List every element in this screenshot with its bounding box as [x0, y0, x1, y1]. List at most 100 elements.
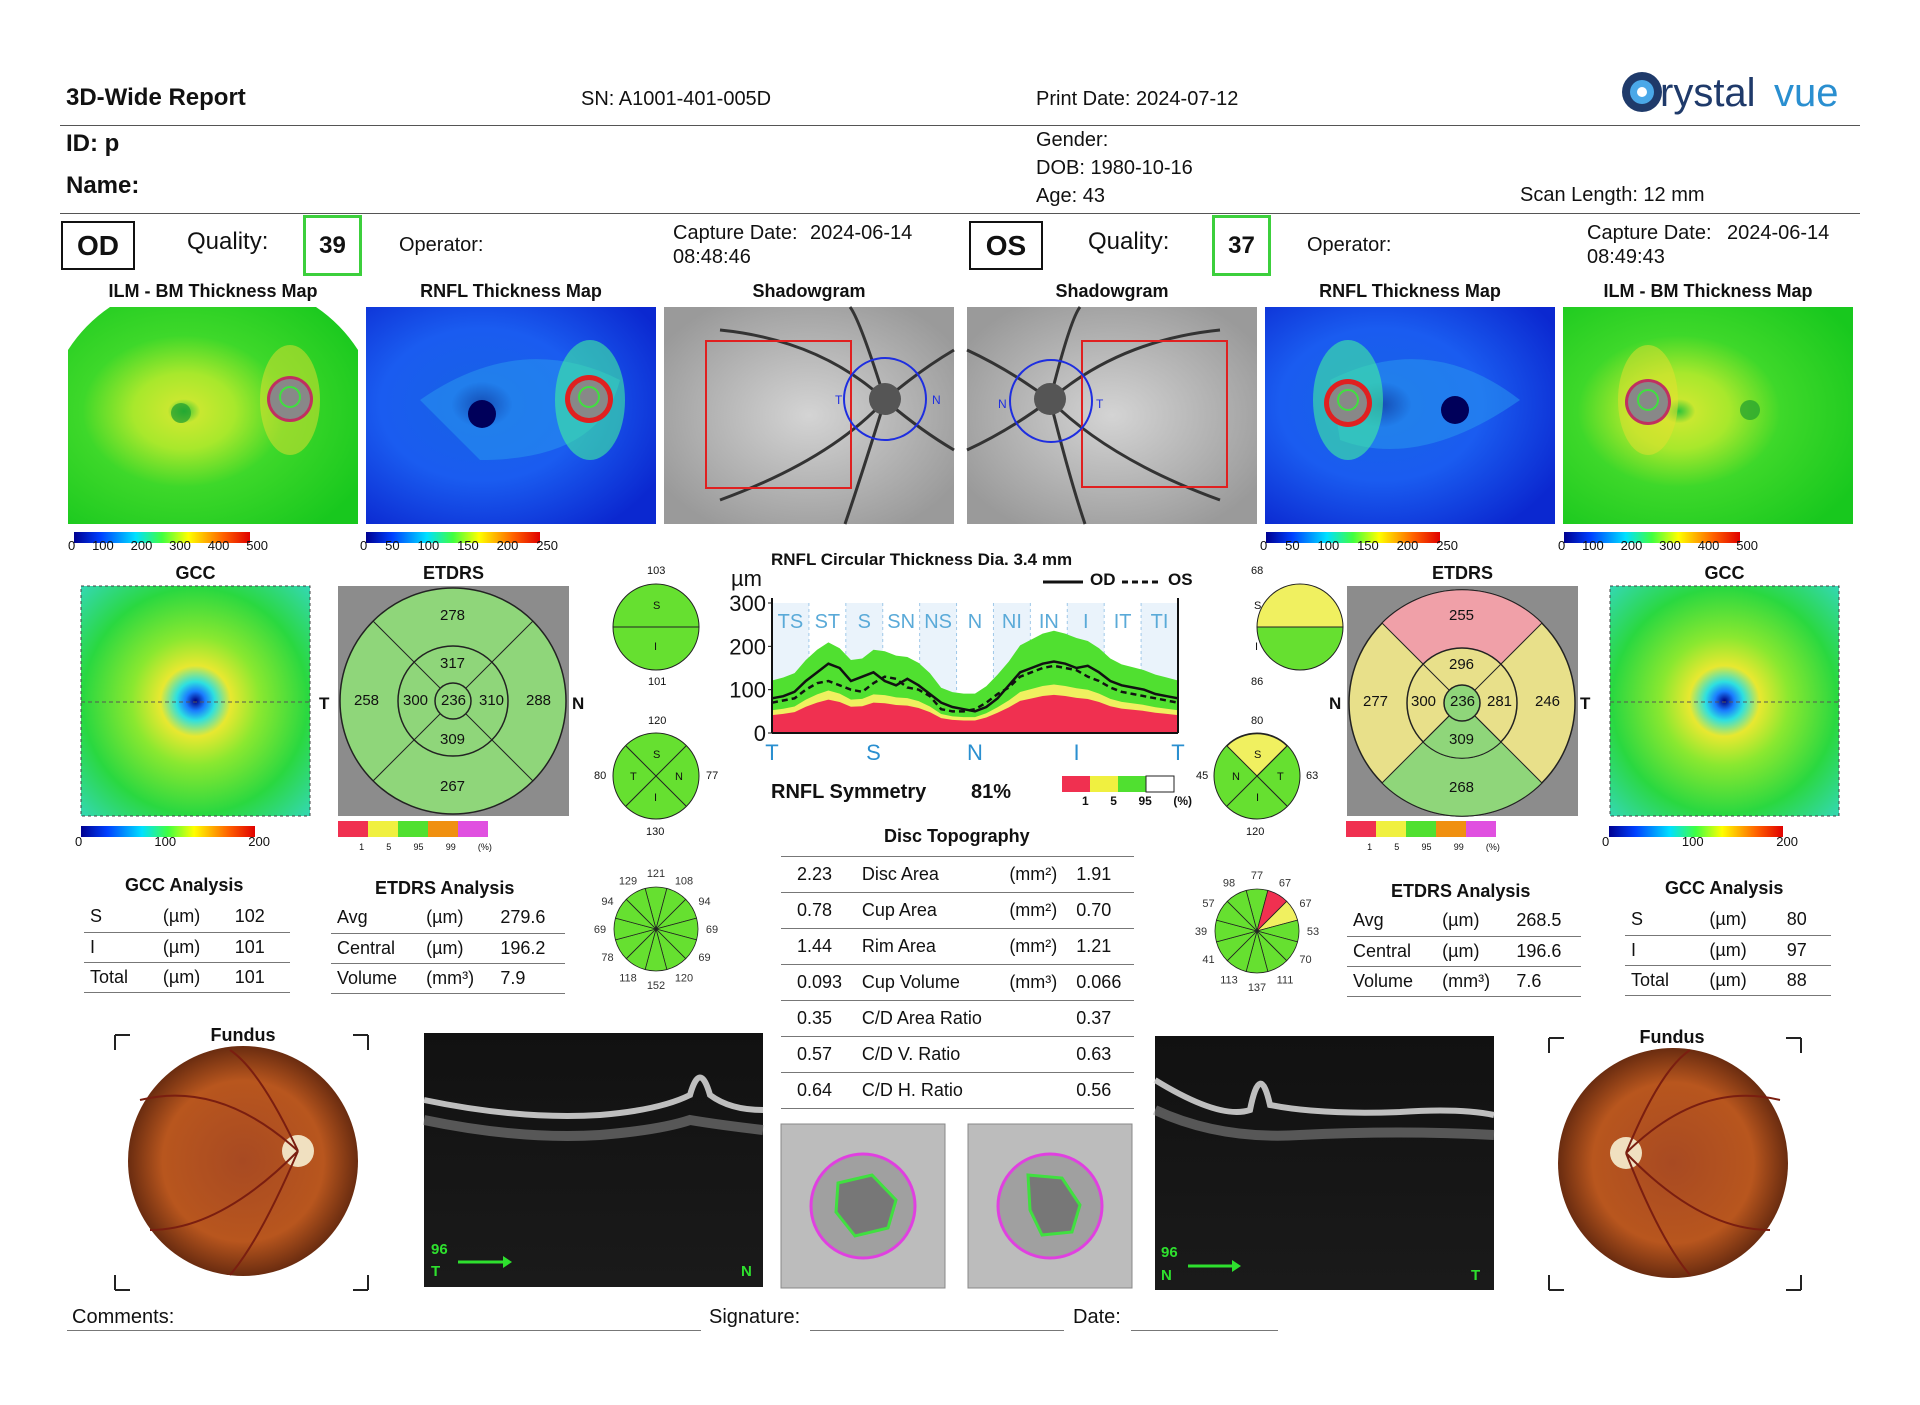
od-quality-label: Quality:: [187, 228, 269, 255]
sector-label: SN: [887, 611, 915, 633]
quad-i: I: [1256, 792, 1260, 804]
half-bottom: 86: [1251, 676, 1264, 688]
sector-label: TI: [1151, 611, 1169, 633]
od-clock-chart: 121 108 94 69 69 120 152 118 78 69 94 129: [594, 868, 718, 992]
os-shadow-n: N: [998, 397, 1007, 411]
os-etdrs-title: ETDRS: [1431, 563, 1493, 583]
clock-sector: [1226, 889, 1258, 933]
scale-tick: 0: [1260, 538, 1268, 553]
table-cell: (µm): [1703, 905, 1781, 936]
rnfl-pct-scale: [1062, 775, 1175, 793]
table-cell: 196.6: [1510, 936, 1581, 967]
table-cell: 0.70: [1070, 892, 1134, 929]
table-cell: (µm): [1436, 936, 1511, 967]
od-shadow-n: N: [932, 393, 941, 407]
od-gcc-title: GCC: [175, 563, 216, 583]
date-label: Date:: [1073, 1306, 1121, 1328]
table-cell: (mm²): [1003, 928, 1071, 965]
od-etdrs-analysis-title: ETDRS Analysis: [375, 878, 515, 898]
band-1: [772, 694, 1178, 733]
table-cell: (µm): [1703, 965, 1781, 996]
clock-value: 108: [675, 876, 693, 888]
clock-value: 70: [1299, 954, 1311, 966]
clock-value: 69: [698, 952, 710, 964]
serial-number: SN: A1001-401-005D: [581, 88, 772, 110]
table-cell: (µm): [156, 962, 229, 993]
os-disc-image: [967, 1123, 1133, 1289]
scale-tick: 250: [1436, 538, 1458, 553]
table-cell: Total: [1625, 965, 1704, 996]
rnfl-symmetry-value: 81%: [971, 781, 1012, 803]
table-cell: 0.63: [1070, 1036, 1134, 1073]
od-disc-image: [780, 1123, 946, 1289]
table-cell: Central: [331, 933, 421, 964]
od-fundus-image: [114, 1034, 369, 1291]
os-eye-label: OS: [969, 221, 1043, 270]
quad-right: 63: [1306, 770, 1319, 782]
sector-label: I: [1083, 611, 1089, 633]
etdrs-value: 310: [479, 692, 505, 709]
os-gcc-table: S (µm) 80 I (µm) 97 Total (µm) 88: [1625, 905, 1831, 996]
table-cell: 88: [1780, 965, 1831, 996]
quad-top: 80: [1251, 715, 1264, 727]
etdrs-value: 281: [1487, 693, 1513, 710]
table-cell: Central: [1347, 936, 1437, 967]
od-ilm-scale: [74, 532, 250, 543]
od-etdrs-title: ETDRS: [422, 563, 484, 583]
etdrs-value: 246: [1535, 693, 1561, 710]
signature-field[interactable]: [810, 1330, 1064, 1331]
etdrs-value: 236: [1450, 693, 1476, 710]
os-fundus-title: Fundus: [1639, 1027, 1705, 1047]
scale-tick: 200: [1396, 538, 1419, 553]
table-row: Total (µm) 88: [1625, 965, 1831, 996]
quad-left: 45: [1196, 770, 1209, 782]
etdrs-dir: N: [572, 694, 585, 713]
scale-tick: 50: [385, 538, 400, 553]
os-etdrs-table: Avg (µm) 268.5 Central (µm) 196.6 Volume (mm³…: [1347, 906, 1581, 997]
scale-tick: 100: [417, 538, 440, 553]
od-bscan-left: T: [431, 1263, 441, 1280]
svg-text:vue: vue: [1774, 71, 1839, 115]
od-ilm-scale-labels: 0 100 200 300 400 500: [68, 538, 268, 553]
od-shadowgram: [664, 306, 955, 525]
rnfl-pct-labels: 1 5 95 (%): [1082, 794, 1192, 808]
od-rnfl-scale: [366, 532, 540, 543]
etdrs-value: 309: [440, 731, 466, 748]
rnfl-chart-title: RNFL Circular Thickness Dia. 3.4 mm: [771, 550, 1073, 569]
sector-label: NS: [924, 611, 952, 633]
os-etdrs-analysis-title: ETDRS Analysis: [1391, 881, 1531, 901]
table-row: 0.35 C/D Area Ratio 0.37: [781, 1000, 1134, 1037]
half-top: 103: [647, 565, 666, 577]
table-cell: 0.093: [781, 964, 856, 1001]
od-gcc-analysis-title: GCC Analysis: [125, 875, 244, 895]
scale-tick: 200: [496, 538, 519, 553]
os-etdrs-pct-scale: [1346, 821, 1496, 837]
os-gcc-map: [1609, 585, 1840, 817]
table-cell: (µm): [1703, 935, 1781, 966]
x-tick-label: S: [866, 740, 881, 765]
comments-field[interactable]: [67, 1330, 701, 1331]
clock-value: 53: [1307, 926, 1319, 938]
table-cell: 1.44: [781, 928, 856, 965]
od-quad-chart: [612, 732, 700, 820]
date-field[interactable]: [1131, 1330, 1278, 1331]
scale-tick: 0: [68, 538, 76, 553]
scale-tick: 400: [207, 538, 230, 553]
disc-topography-table: 2.23 Disc Area (mm²) 1.91 0.78 Cup Area (mm²)…: [781, 856, 1134, 1109]
table-cell: 7.9: [494, 963, 565, 994]
table-cell: (µm): [1436, 906, 1511, 937]
etdrs-value: 278: [440, 607, 466, 624]
table-cell: 279.6: [494, 903, 565, 934]
clock-value: 41: [1202, 954, 1214, 966]
pct-tick: 95: [413, 842, 424, 852]
print-date: Print Date: 2024-07-12: [1036, 88, 1239, 110]
clock-value: 94: [601, 896, 613, 908]
os-operator: Operator:: [1307, 234, 1392, 256]
od-shadow-title: Shadowgram: [752, 281, 866, 301]
etdrs-value: 309: [1449, 731, 1475, 748]
table-cell: 97: [1780, 935, 1831, 966]
table-cell: 1.91: [1070, 856, 1134, 893]
od-capture-date: 2024-06-14: [810, 222, 913, 244]
table-row: Avg (µm) 279.6: [331, 903, 565, 934]
